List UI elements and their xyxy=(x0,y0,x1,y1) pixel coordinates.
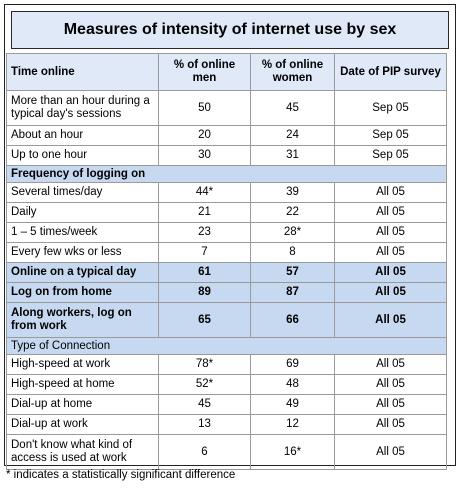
men-value: 6 xyxy=(158,434,251,470)
survey-date: All 05 xyxy=(334,202,447,223)
section-label: Type of Connection xyxy=(6,337,447,355)
women-value: 45 xyxy=(250,90,335,126)
men-value: 23 xyxy=(158,222,251,243)
table-row: About an hour 20 24 Sep 05 xyxy=(6,125,447,146)
survey-date: All 05 xyxy=(334,282,447,303)
men-value: 52* xyxy=(158,374,251,395)
men-value: 13 xyxy=(158,414,251,435)
survey-date: All 05 xyxy=(334,434,447,470)
women-value: 39 xyxy=(250,182,335,203)
table-title: Measures of intensity of internet use by… xyxy=(11,11,449,49)
header-date: Date of PIP survey xyxy=(334,53,447,91)
women-value: 69 xyxy=(250,354,335,375)
survey-date: Sep 05 xyxy=(334,125,447,146)
table-row: Don't know what kind of access is used a… xyxy=(6,434,447,470)
men-value: 45 xyxy=(158,394,251,415)
women-value: 24 xyxy=(250,125,335,146)
survey-date: All 05 xyxy=(334,414,447,435)
row-label: Dial-up at work xyxy=(6,414,159,435)
table-row: Up to one hour 30 31 Sep 05 xyxy=(6,145,447,166)
survey-date: All 05 xyxy=(334,222,447,243)
row-label: 1 – 5 times/week xyxy=(6,222,159,243)
table-row: Every few wks or less 7 8 All 05 xyxy=(6,242,447,263)
header-time-online: Time online xyxy=(6,53,159,91)
header-men: % of online men xyxy=(158,53,251,91)
men-value: 44* xyxy=(158,182,251,203)
table-row: Along workers, log on from work 65 66 All 0… xyxy=(6,302,447,338)
women-value: 31 xyxy=(250,145,335,166)
survey-date: All 05 xyxy=(334,302,447,338)
survey-date: Sep 05 xyxy=(334,90,447,126)
table-row: High-speed at work 78* 69 All 05 xyxy=(6,354,447,375)
women-value: 22 xyxy=(250,202,335,223)
survey-date: All 05 xyxy=(334,242,447,263)
section-header-row: Frequency of logging on xyxy=(6,165,447,183)
men-value: 65 xyxy=(158,302,251,338)
header-row: Time online % of online men % of online … xyxy=(6,53,447,91)
header-women: % of online women xyxy=(250,53,335,91)
women-value: 87 xyxy=(250,282,335,303)
row-label: Don't know what kind of access is used a… xyxy=(6,434,159,470)
row-label: High-speed at work xyxy=(6,354,159,375)
row-label: Dial-up at home xyxy=(6,394,159,415)
table-row: Several times/day 44* 39 All 05 xyxy=(6,182,447,203)
survey-date: All 05 xyxy=(334,354,447,375)
table-row: Dial-up at home 45 49 All 05 xyxy=(6,394,447,415)
row-label: Log on from home xyxy=(6,282,159,303)
men-value: 78* xyxy=(158,354,251,375)
women-value: 57 xyxy=(250,262,335,283)
table-row: Log on from home 89 87 All 05 xyxy=(6,282,447,303)
footnote: * indicates a statistically significant … xyxy=(6,469,236,481)
women-value: 49 xyxy=(250,394,335,415)
women-value: 16* xyxy=(250,434,335,470)
table-row: Online on a typical day 61 57 All 05 xyxy=(6,262,447,283)
survey-date: Sep 05 xyxy=(334,145,447,166)
men-value: 61 xyxy=(158,262,251,283)
men-value: 20 xyxy=(158,125,251,146)
section-header-row: Type of Connection xyxy=(6,337,447,355)
men-value: 89 xyxy=(158,282,251,303)
table-row: Daily 21 22 All 05 xyxy=(6,202,447,223)
row-label: Up to one hour xyxy=(6,145,159,166)
table-row: Dial-up at work 13 12 All 05 xyxy=(6,414,447,435)
section-label: Frequency of logging on xyxy=(6,165,447,183)
table-row: High-speed at home 52* 48 All 05 xyxy=(6,374,447,395)
row-label: About an hour xyxy=(6,125,159,146)
survey-date: All 05 xyxy=(334,182,447,203)
data-table: Time online % of online men % of online … xyxy=(6,53,447,470)
women-value: 12 xyxy=(250,414,335,435)
men-value: 30 xyxy=(158,145,251,166)
table-row: More than an hour during a typical day's… xyxy=(6,90,447,126)
row-label: Daily xyxy=(6,202,159,223)
table-body: Time online % of online men % of online … xyxy=(6,53,447,470)
men-value: 21 xyxy=(158,202,251,223)
women-value: 8 xyxy=(250,242,335,263)
row-label: Every few wks or less xyxy=(6,242,159,263)
survey-date: All 05 xyxy=(334,394,447,415)
men-value: 7 xyxy=(158,242,251,263)
survey-date: All 05 xyxy=(334,374,447,395)
row-label: Along workers, log on from work xyxy=(6,302,159,338)
row-label: Online on a typical day xyxy=(6,262,159,283)
row-label: High-speed at home xyxy=(6,374,159,395)
women-value: 66 xyxy=(250,302,335,338)
women-value: 28* xyxy=(250,222,335,243)
table-row: 1 – 5 times/week 23 28* All 05 xyxy=(6,222,447,243)
row-label: Several times/day xyxy=(6,182,159,203)
survey-date: All 05 xyxy=(334,262,447,283)
women-value: 48 xyxy=(250,374,335,395)
men-value: 50 xyxy=(158,90,251,126)
row-label: More than an hour during a typical day's… xyxy=(6,90,159,126)
